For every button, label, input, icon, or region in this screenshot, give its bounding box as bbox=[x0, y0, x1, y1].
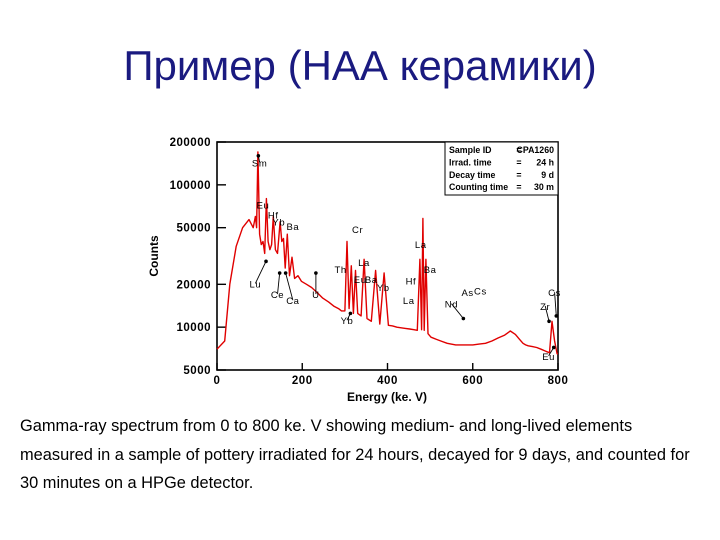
peak-pointer-dot bbox=[283, 271, 288, 275]
figure-caption: Gamma-ray spectrum from 0 to 800 ke. V s… bbox=[20, 417, 690, 492]
peak-label: Eu bbox=[542, 352, 555, 363]
peak-pointer bbox=[451, 303, 464, 319]
peak-label: Yb bbox=[272, 217, 285, 228]
y-axis-label: Counts bbox=[147, 235, 161, 277]
x-axis-label: Energy (ke. V) bbox=[347, 390, 427, 404]
y-axis: 5000 10000 20000 50000 100000 200000 bbox=[170, 137, 226, 377]
y-tick-label: 10000 bbox=[177, 322, 211, 334]
y-tick-label: 5000 bbox=[183, 365, 211, 377]
peak-pointer bbox=[277, 273, 281, 295]
peak-label: Eu bbox=[354, 275, 367, 286]
x-tick-label: 800 bbox=[548, 375, 569, 387]
peak-pointer-dot bbox=[461, 316, 466, 321]
peak-label: La bbox=[415, 240, 427, 251]
peak-label: Nd bbox=[445, 300, 458, 311]
peak-label: Sm bbox=[252, 158, 267, 169]
y-tick-label: 50000 bbox=[177, 223, 211, 235]
peak-pointer-dot bbox=[314, 271, 318, 275]
peak-label: La bbox=[403, 296, 415, 307]
x-tick-label: 600 bbox=[462, 375, 483, 387]
spectrum-series-line bbox=[216, 151, 558, 355]
x-tick-label: 400 bbox=[377, 375, 398, 387]
info-box-label: Decay time bbox=[449, 170, 496, 180]
info-box-value: 9 d bbox=[541, 170, 554, 180]
peak-label: Ba bbox=[365, 275, 378, 286]
peak-label: La bbox=[358, 258, 370, 269]
info-box-value: CPA1260 bbox=[517, 145, 555, 155]
info-box-label: Counting time bbox=[449, 182, 508, 192]
peak-label: Hf bbox=[406, 276, 417, 287]
peak-pointer bbox=[554, 292, 557, 316]
peak-label: U bbox=[312, 290, 319, 301]
info-box-label: Sample ID bbox=[449, 145, 492, 155]
x-tick-label: 200 bbox=[292, 375, 313, 387]
info-box-equals: = bbox=[516, 182, 521, 192]
peak-pointer-dot bbox=[348, 311, 353, 316]
peak-label: Lu bbox=[249, 279, 261, 290]
peak-label: Ca bbox=[286, 296, 299, 307]
peak-label: Yb bbox=[377, 283, 390, 294]
peak-label: Zr bbox=[540, 302, 550, 313]
peak-pointer-dot bbox=[547, 319, 551, 324]
y-tick-label: 20000 bbox=[177, 279, 211, 291]
peak-label: Th bbox=[334, 265, 346, 276]
x-tick-label: 0 bbox=[214, 375, 221, 387]
peak-label: Cs bbox=[474, 286, 487, 297]
y-tick-label: 100000 bbox=[170, 180, 211, 192]
peak-label: Ba bbox=[424, 265, 437, 276]
peak-pointer bbox=[285, 272, 294, 301]
peak-label: Cs bbox=[548, 288, 561, 299]
y-tick-label: 200000 bbox=[170, 137, 211, 149]
peak-pointer-dot bbox=[277, 271, 282, 275]
peak-pointer bbox=[254, 261, 267, 284]
gamma-spectrum-chart: 5000 10000 20000 50000 100000 200000 0 200 400 6… bbox=[147, 137, 569, 404]
peak-pointer-dot bbox=[554, 314, 559, 318]
peak-label: Ce bbox=[271, 290, 284, 301]
info-box-equals: = bbox=[516, 170, 521, 180]
peak-label: Cr bbox=[352, 225, 363, 236]
peak-pointer-dot bbox=[264, 259, 268, 264]
peak-pointer-dot bbox=[551, 345, 556, 350]
info-box-label: Irrad. time bbox=[449, 157, 492, 167]
info-box-equals: = bbox=[516, 145, 521, 155]
peak-label: As bbox=[461, 288, 473, 299]
peak-pointer bbox=[544, 305, 550, 322]
slide-title: Пример (НАА керамики) bbox=[123, 42, 597, 89]
info-box-value: 24 h bbox=[536, 157, 554, 167]
x-axis: 0 200 400 600 800 bbox=[214, 363, 569, 387]
peak-label: Ba bbox=[286, 222, 299, 233]
peak-label: Hf bbox=[268, 211, 279, 222]
peak-label: Yb bbox=[341, 316, 354, 327]
info-box-equals: = bbox=[516, 157, 521, 167]
info-box-value: 30 m bbox=[534, 182, 554, 192]
peak-pointer-dot bbox=[256, 153, 261, 158]
peak-label: Eu bbox=[257, 201, 270, 212]
